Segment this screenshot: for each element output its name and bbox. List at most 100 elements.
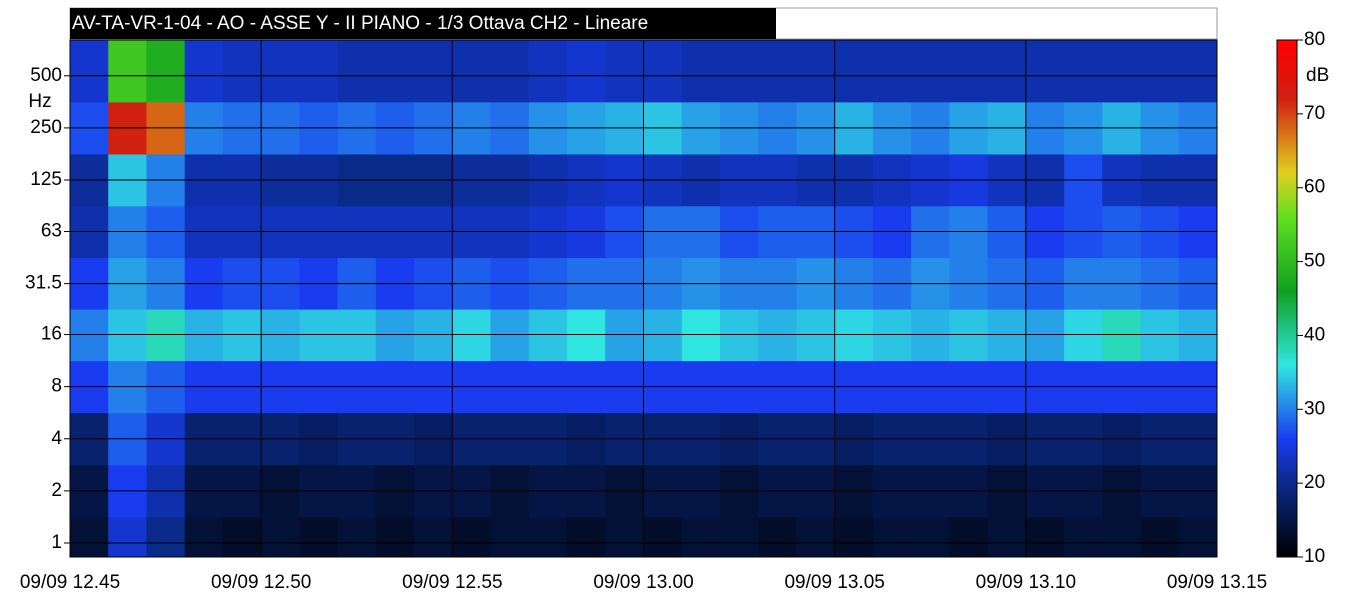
- heat-cell: [108, 309, 147, 362]
- heat-cell: [299, 40, 339, 103]
- heat-cell: [987, 309, 1027, 362]
- heat-cell: [719, 40, 759, 103]
- colorbar-tick-label: 50: [1304, 251, 1325, 272]
- heat-cell: [605, 516, 644, 558]
- y-tick-label: 8: [51, 376, 62, 397]
- heat-cell: [1140, 516, 1180, 558]
- heat-cell: [70, 309, 109, 362]
- colorbar-tick-label: 80: [1304, 29, 1325, 50]
- x-tick-label: 09/09 13.05: [784, 572, 884, 593]
- heat-cell: [1178, 309, 1218, 362]
- heat-cell: [337, 516, 377, 558]
- heat-cell: [911, 516, 950, 558]
- heat-cell: [184, 40, 224, 103]
- heat-cell: [490, 516, 530, 558]
- heat-cell: [643, 40, 683, 103]
- heat-cell: [987, 40, 1027, 103]
- x-tick-label: 09/09 13.15: [1167, 572, 1267, 593]
- heat-cell: [1025, 40, 1065, 103]
- heat-cell: [1178, 40, 1218, 103]
- heat-cell: [70, 40, 109, 103]
- heat-cell: [834, 309, 874, 362]
- heat-cell: [758, 309, 797, 362]
- heat-cell: [184, 516, 224, 558]
- heat-cell: [758, 40, 797, 103]
- y-tick-label: 63: [41, 221, 62, 242]
- heat-cell: [1025, 309, 1065, 362]
- colorbar-tick-label: 30: [1304, 398, 1325, 419]
- x-tick-label: 09/09 12.50: [211, 572, 311, 593]
- y-axis-label: Hz: [28, 91, 51, 112]
- heat-cell: [643, 516, 683, 558]
- colorbar-tick-label: 20: [1304, 472, 1325, 493]
- heat-cell: [872, 40, 912, 103]
- heat-cell: [146, 516, 186, 558]
- heat-cell: [375, 40, 415, 103]
- heat-cell: [1140, 309, 1180, 362]
- heat-cell: [567, 516, 606, 558]
- heat-cell: [146, 309, 186, 362]
- y-tick-label: 1: [51, 532, 62, 553]
- heat-cell: [1102, 516, 1142, 558]
- heat-cell: [452, 516, 492, 558]
- y-tick-label: 4: [51, 428, 62, 449]
- colorbar-label: dB: [1306, 65, 1329, 86]
- colorbar-tick-label: 40: [1304, 324, 1325, 345]
- heat-cell: [528, 40, 568, 103]
- heat-cell: [70, 516, 109, 558]
- heat-cell: [1064, 40, 1103, 103]
- heat-cell: [184, 309, 224, 362]
- heat-cell: [911, 40, 950, 103]
- heat-cell: [681, 40, 721, 103]
- heat-cell: [375, 516, 415, 558]
- heat-cell: [681, 516, 721, 558]
- chart-title: AV-TA-VR-1-04 - AO - ASSE Y - II PIANO -…: [72, 13, 648, 34]
- heat-cell: [949, 309, 989, 362]
- title-background: [70, 8, 776, 39]
- heat-cell: [452, 40, 492, 103]
- x-tick-label: 09/09 13.10: [976, 572, 1076, 593]
- heat-cell: [834, 516, 874, 558]
- x-tick-label: 09/09 12.45: [20, 572, 120, 593]
- heat-cell: [872, 516, 912, 558]
- heat-cell: [719, 309, 759, 362]
- heat-cell: [414, 309, 453, 362]
- heat-cell: [452, 309, 492, 362]
- heat-cell: [681, 309, 721, 362]
- heat-cell: [414, 516, 453, 558]
- heat-cell: [299, 516, 339, 558]
- x-tick-label: 09/09 12.55: [402, 572, 502, 593]
- heat-cell: [375, 309, 415, 362]
- y-tick-label: 31.5: [25, 273, 62, 294]
- heat-cell: [528, 309, 568, 362]
- heat-cell: [987, 516, 1027, 558]
- colorbar-tick-label: 70: [1304, 103, 1325, 124]
- colorbar-tick-label: 10: [1304, 546, 1325, 567]
- heat-cell: [758, 516, 797, 558]
- heat-cell: [261, 40, 300, 103]
- heat-cell: [108, 40, 147, 103]
- heat-cell: [1178, 516, 1218, 558]
- y-tick-label: 125: [30, 169, 62, 190]
- heat-cell: [1140, 40, 1180, 103]
- heat-cell: [337, 309, 377, 362]
- heat-cell: [949, 516, 989, 558]
- heat-cell: [796, 40, 836, 103]
- heat-cell: [222, 309, 262, 362]
- heat-cell: [146, 40, 186, 103]
- colorbar-tick-label: 60: [1304, 177, 1325, 198]
- heat-cell: [337, 40, 377, 103]
- y-tick-label: 2: [51, 480, 62, 501]
- heat-cell: [490, 40, 530, 103]
- heat-cell: [719, 516, 759, 558]
- heat-cell: [643, 309, 683, 362]
- heat-cell: [222, 40, 262, 103]
- heat-cell: [872, 309, 912, 362]
- heat-cell: [261, 309, 300, 362]
- heat-cell: [490, 309, 530, 362]
- heat-cell: [567, 309, 606, 362]
- heat-cell: [528, 516, 568, 558]
- heat-cell: [1064, 516, 1103, 558]
- heat-cell: [261, 516, 300, 558]
- heat-cell: [605, 40, 644, 103]
